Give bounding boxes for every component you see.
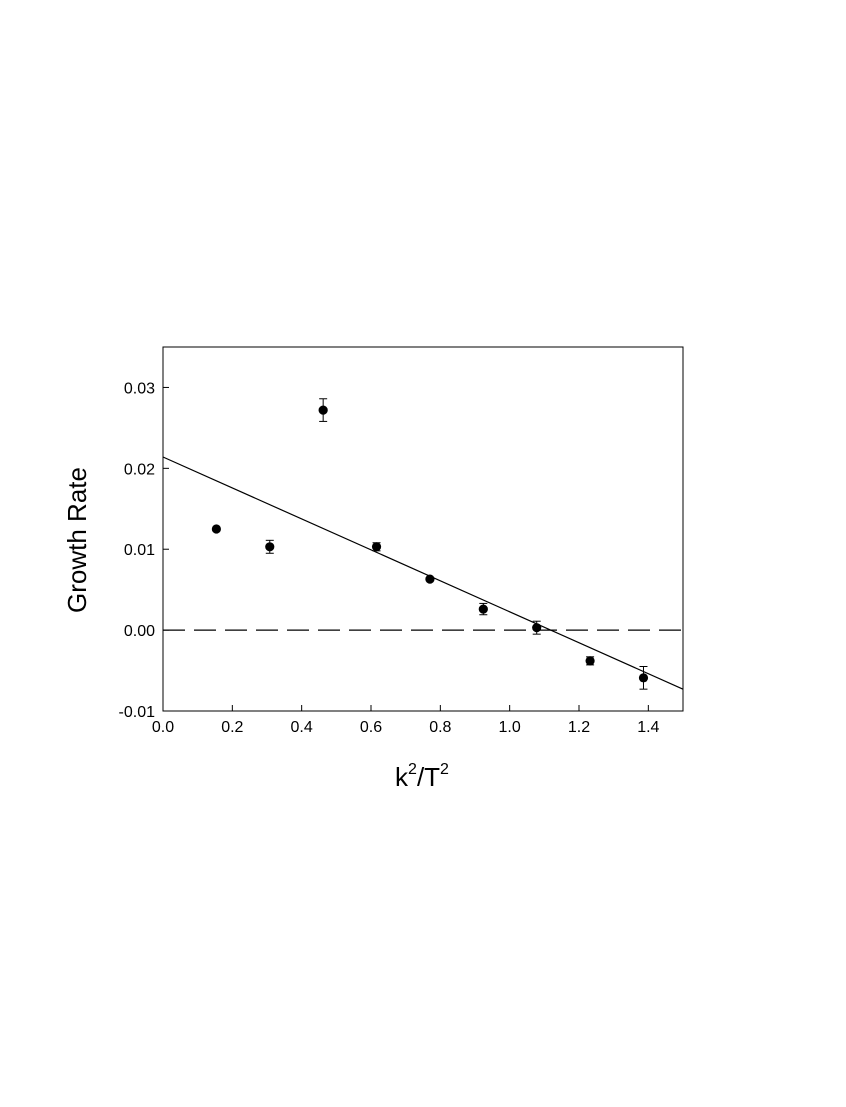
data-point <box>211 524 221 534</box>
data-point <box>318 405 328 415</box>
x-tick-label: 1.2 <box>568 719 590 736</box>
plot-frame <box>162 346 684 712</box>
y-tick-label: -0.01 <box>119 704 156 721</box>
plot-area <box>162 346 684 712</box>
y-tick-label: 0.02 <box>124 461 155 478</box>
x-title-mid: /T <box>417 762 440 792</box>
x-title-sup-1: 2 <box>408 761 417 778</box>
data-point <box>532 623 542 633</box>
y-axis-ticks: -0.01 0.00 0.01 0.02 0.03 <box>119 380 169 721</box>
x-tick-label: 0.4 <box>291 719 313 736</box>
x-tick-label: 0.6 <box>360 719 382 736</box>
x-tick-label: 1.4 <box>637 719 659 736</box>
data-point <box>425 574 435 584</box>
data-point <box>478 604 488 614</box>
x-axis-title: k2/T2 <box>395 761 449 792</box>
fit-line <box>162 456 684 690</box>
x-title-sup-2: 2 <box>440 761 449 778</box>
y-tick-label: 0.03 <box>124 380 155 397</box>
data-point <box>371 542 382 552</box>
x-tick-label: 0.0 <box>152 719 174 736</box>
x-axis-ticks: 0.0 0.2 0.4 0.6 0.8 1.0 1.2 1.4 <box>152 705 660 736</box>
data-point <box>585 656 595 666</box>
data-point <box>638 673 649 683</box>
x-tick-label: 0.8 <box>429 719 451 736</box>
y-tick-label: 0.01 <box>124 542 155 559</box>
x-title-base: k <box>395 762 409 792</box>
data-point <box>265 542 275 552</box>
x-tick-label: 1.0 <box>499 719 521 736</box>
y-axis-title: Growth Rate <box>62 467 92 613</box>
x-tick-label: 0.2 <box>221 719 243 736</box>
y-tick-label: 0.00 <box>124 623 155 640</box>
